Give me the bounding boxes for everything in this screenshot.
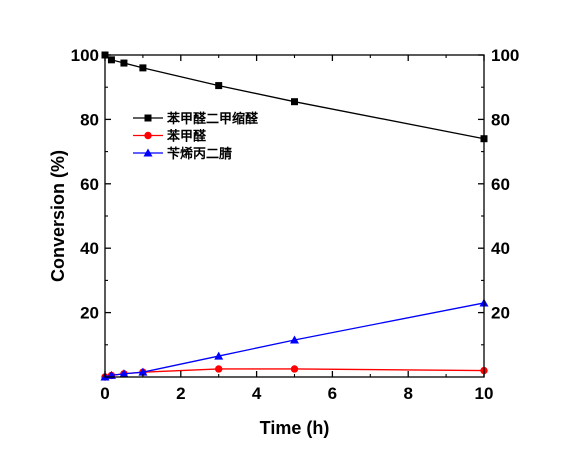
- legend-marker-triangle: [143, 148, 153, 157]
- y-right-tick-label: 60: [491, 175, 510, 194]
- x-axis-title: Time (h): [260, 418, 330, 438]
- x-tick-label: 0: [100, 384, 109, 403]
- chart-marks: [100, 51, 489, 381]
- legend-label-square: 苯甲醛二甲缩醛: [166, 111, 259, 127]
- legend-marker-square: [144, 114, 152, 122]
- y-right-tick-label: 40: [491, 239, 510, 258]
- x-tick-label: 8: [403, 384, 412, 403]
- data-point-circle: [215, 365, 223, 373]
- y-tick-label: 40: [80, 239, 99, 258]
- data-point-square: [120, 59, 128, 67]
- series-circle: [101, 365, 488, 381]
- legend-label-circle: 苯甲醛: [166, 129, 207, 145]
- data-point-triangle: [290, 335, 299, 344]
- y-right-tick-label: 80: [491, 110, 510, 129]
- y-tick-label: 80: [80, 110, 99, 129]
- data-point-triangle: [214, 351, 224, 360]
- x-tick-label: 2: [176, 384, 185, 403]
- data-point-square: [291, 98, 298, 106]
- y-tick-label: 100: [71, 46, 99, 65]
- y-right-tick-label: 20: [491, 304, 510, 323]
- data-point-square: [139, 64, 147, 72]
- data-point-square: [215, 82, 223, 90]
- data-point-triangle: [138, 367, 148, 376]
- y-axis-title: Conversion (%): [48, 150, 68, 282]
- legend-label-triangle: 苄烯丙二腈: [167, 146, 232, 162]
- x-tick-label: 4: [252, 384, 262, 403]
- y-tick-label: 20: [80, 304, 99, 323]
- series-line-square: [104, 54, 485, 140]
- y-right-tick-label: 100: [491, 46, 519, 65]
- data-point-circle: [290, 365, 299, 373]
- series-square: [101, 51, 488, 143]
- axes: 0 2 4 6 8 10 20 20 40 40 60 60 80 80 100 100: [71, 46, 520, 403]
- x-tick-label: 6: [328, 384, 337, 403]
- data-point-triangle: [119, 369, 129, 378]
- legend-marker-circle: [144, 131, 152, 140]
- y-tick-label: 60: [80, 175, 99, 194]
- x-tick-label: 10: [475, 384, 494, 403]
- data-point-square: [107, 56, 115, 64]
